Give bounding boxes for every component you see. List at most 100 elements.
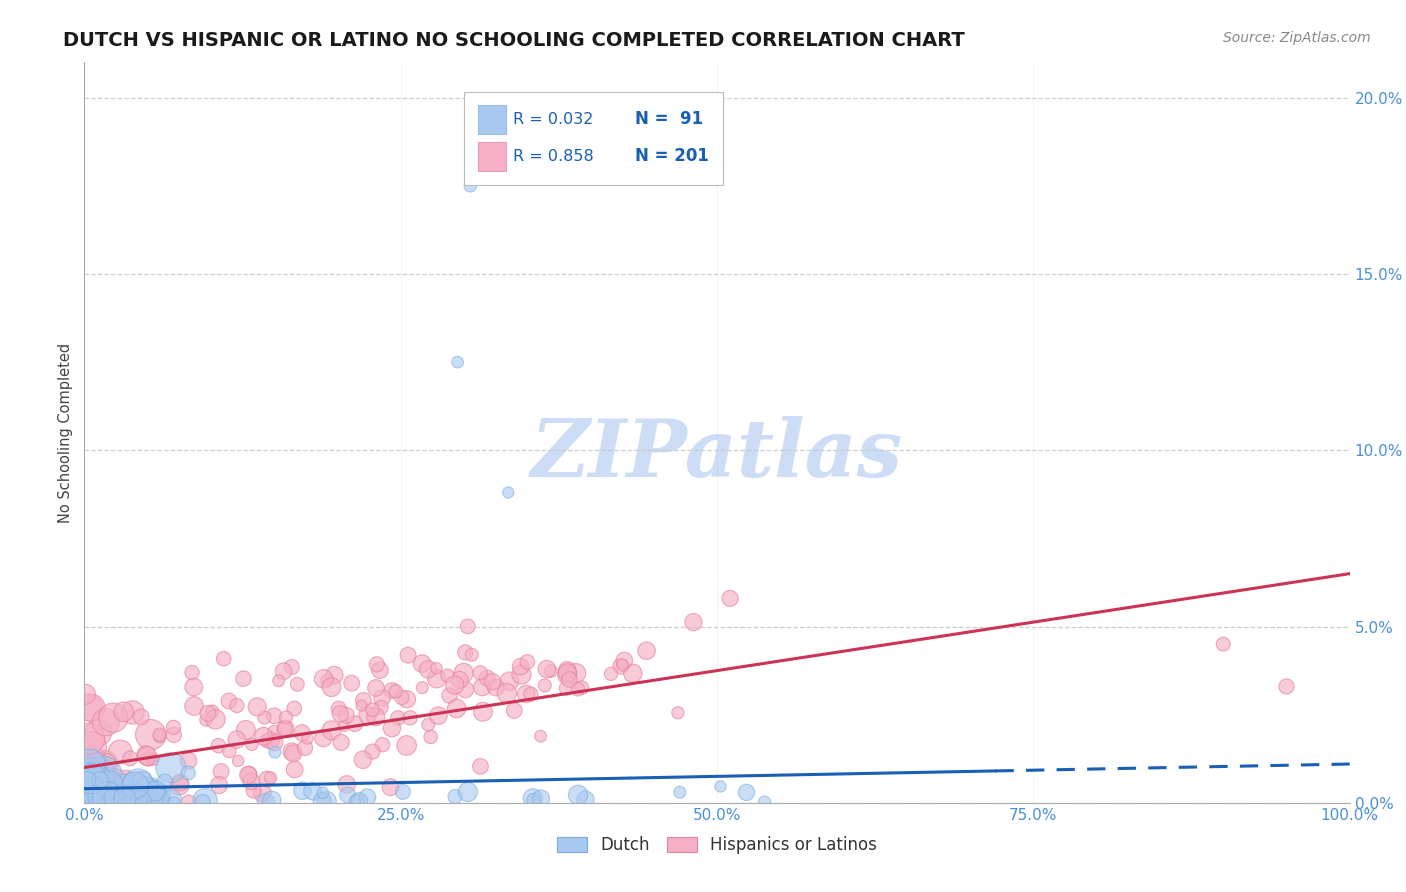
Point: [120, 751, 142, 765]
Point: [311, 794, 333, 808]
Point: [256, 772, 278, 787]
Point: [350, 698, 373, 713]
Point: [284, 763, 307, 777]
Point: [91, 771, 114, 785]
Point: [416, 662, 439, 676]
Point: [98, 795, 121, 809]
Point: [163, 728, 186, 742]
Point: [312, 731, 335, 745]
Point: [321, 680, 343, 694]
Point: [79, 770, 101, 784]
Point: [682, 615, 704, 629]
Point: [387, 711, 409, 725]
Point: [124, 795, 146, 809]
Point: [613, 653, 636, 667]
Point: [274, 710, 297, 724]
Point: [454, 645, 477, 659]
Point: [498, 485, 520, 500]
Point: [87, 793, 110, 807]
Point: [540, 664, 562, 678]
Text: N =  91: N = 91: [636, 111, 703, 128]
Point: [149, 730, 172, 744]
Point: [129, 710, 152, 724]
Point: [335, 708, 357, 723]
Point: [225, 698, 247, 713]
Point: [371, 738, 394, 752]
Point: [110, 788, 132, 802]
Point: [555, 663, 578, 677]
Point: [127, 777, 149, 791]
Point: [574, 792, 596, 806]
Point: [209, 764, 232, 779]
Point: [754, 795, 776, 809]
Point: [555, 667, 578, 681]
Point: [453, 666, 475, 681]
Point: [470, 759, 492, 773]
Point: [87, 789, 110, 804]
Point: [439, 689, 461, 703]
Point: [522, 791, 544, 805]
Point: [181, 665, 204, 680]
Point: [343, 716, 366, 731]
Point: [571, 681, 593, 695]
Point: [135, 747, 157, 762]
Point: [162, 720, 184, 734]
Point: [194, 793, 217, 807]
Point: [385, 684, 408, 698]
Point: [83, 793, 105, 807]
Point: [79, 757, 101, 772]
Point: [191, 795, 214, 809]
Point: [94, 782, 117, 797]
Point: [419, 730, 441, 744]
Point: [112, 705, 135, 719]
Point: [425, 661, 447, 675]
Point: [495, 686, 517, 700]
Point: [107, 791, 129, 805]
Point: [197, 706, 219, 721]
Point: [76, 772, 98, 787]
Point: [75, 795, 97, 809]
Point: [94, 715, 117, 730]
Point: [470, 665, 492, 680]
Point: [177, 796, 200, 810]
Point: [76, 792, 98, 806]
Point: [107, 791, 129, 805]
Point: [79, 785, 103, 799]
Point: [621, 666, 644, 681]
Point: [142, 753, 165, 767]
Point: [536, 662, 558, 676]
Point: [555, 681, 578, 695]
Point: [90, 789, 112, 804]
Point: [96, 784, 118, 798]
Point: [90, 778, 112, 792]
Point: [636, 644, 658, 658]
Point: [471, 705, 494, 719]
Point: [208, 778, 231, 792]
Point: [461, 648, 484, 662]
Point: [533, 678, 555, 692]
Point: [364, 710, 387, 724]
Point: [131, 774, 153, 789]
Point: [252, 786, 274, 800]
Point: [301, 784, 323, 798]
Point: [90, 785, 112, 799]
Point: [107, 796, 129, 810]
Point: [436, 668, 458, 682]
Y-axis label: No Schooling Completed: No Schooling Completed: [58, 343, 73, 523]
Point: [297, 731, 319, 746]
Point: [240, 737, 263, 751]
Point: [79, 791, 101, 805]
Point: [1212, 637, 1234, 651]
Point: [177, 754, 200, 768]
Point: [530, 791, 553, 805]
Point: [129, 794, 152, 808]
Point: [80, 772, 103, 786]
Point: [136, 749, 159, 764]
Point: [612, 658, 634, 673]
Point: [273, 664, 295, 678]
Point: [121, 706, 143, 720]
Point: [558, 673, 581, 687]
Point: [481, 674, 503, 689]
Point: [666, 706, 689, 720]
Point: [100, 790, 122, 805]
